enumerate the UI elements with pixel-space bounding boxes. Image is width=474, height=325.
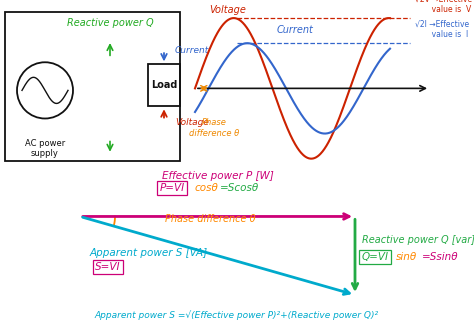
Bar (5, 12, 180, 161)
Text: Q=VI: Q=VI (362, 252, 389, 262)
Text: Effective power P [W]: Effective power P [W] (162, 171, 274, 181)
Text: Voltage: Voltage (175, 118, 209, 127)
Text: Load: Load (151, 80, 177, 90)
Text: Reactive power Q: Reactive power Q (67, 18, 153, 28)
Text: Voltage: Voltage (210, 5, 246, 15)
Text: Reactive power Q [var]: Reactive power Q [var] (362, 235, 474, 245)
Text: Current: Current (175, 46, 209, 55)
Bar (148, 64, 180, 107)
Text: sinθ: sinθ (396, 252, 418, 262)
Text: =Scosθ: =Scosθ (220, 183, 260, 193)
Text: √2I →Effective
       value is  I: √2I →Effective value is I (415, 20, 469, 39)
Text: Phase difference θ: Phase difference θ (165, 214, 255, 225)
Text: S=VI: S=VI (95, 262, 121, 272)
Text: √2V →Effective
       value is  V: √2V →Effective value is V (415, 0, 472, 14)
Text: Current: Current (276, 25, 313, 35)
Text: Phase
difference θ: Phase difference θ (189, 119, 239, 138)
Text: AC power
supply: AC power supply (25, 139, 65, 158)
Text: =Ssinθ: =Ssinθ (422, 252, 458, 262)
Text: Apparent power S [VA]: Apparent power S [VA] (90, 248, 208, 258)
Text: cosθ: cosθ (194, 183, 218, 193)
Text: Apparent power S =√(Effective power P)²+(Reactive power Q)²: Apparent power S =√(Effective power P)²+… (95, 310, 379, 320)
Text: P=VI: P=VI (159, 183, 184, 193)
